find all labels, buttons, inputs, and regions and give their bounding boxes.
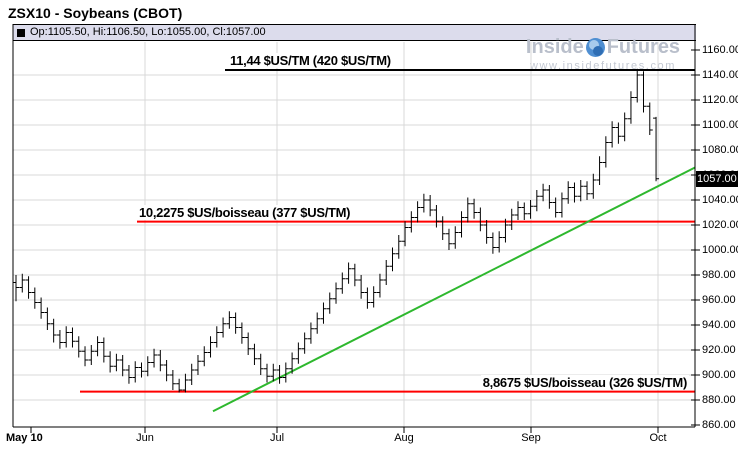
y-axis-label: 1160.00 <box>702 43 738 56</box>
annotation-support-mid-label: 10,2275 $US/boisseau (377 $US/TM) <box>137 205 353 220</box>
y-axis-label: 900.00 <box>702 368 736 381</box>
y-axis-label: 860.00 <box>702 418 736 431</box>
y-axis-label: 1100.00 <box>702 118 738 131</box>
watermark-brand-left: Inside <box>525 36 584 58</box>
y-axis-label: 920.00 <box>702 343 736 356</box>
x-axis-label: Jun <box>136 432 154 444</box>
trendline <box>212 166 696 413</box>
y-axis-label: 980.00 <box>702 268 736 281</box>
y-axis-label: 960.00 <box>702 293 736 306</box>
x-axis-label: Sep <box>521 432 541 444</box>
x-axis-label: Jul <box>269 432 285 444</box>
page-title: ZSX10 - Soybeans (CBOT) <box>8 5 183 21</box>
y-axis-label: 1040.00 <box>702 193 738 206</box>
globe-icon <box>585 38 605 57</box>
y-axis-label: 1140.00 <box>702 68 738 81</box>
x-axis-label-first: May 10 <box>6 432 43 444</box>
y-axis-label: 1120.00 <box>702 93 738 106</box>
y-axis-label: 1020.00 <box>702 218 738 231</box>
last-price-badge: 1057.00 <box>696 170 738 187</box>
annotation-resistance-label: 11,44 $US/TM (420 $US/TM) <box>228 53 393 68</box>
legend-square-icon <box>17 28 25 37</box>
watermark-brand-right: Futures <box>606 36 681 58</box>
y-axis-label: 1080.00 <box>702 143 738 156</box>
annotation-support-low-label: 8,8675 $US/boisseau (326 $US/TM) <box>480 375 689 390</box>
ohlc-values: Op:1105.50, Hi:1106.50, Lo:1055.00, Cl:1… <box>30 26 266 38</box>
y-axis-label: 940.00 <box>702 318 736 331</box>
ohlc-info-bar: Op:1105.50, Hi:1106.50, Lo:1055.00, Cl:1… <box>13 24 696 41</box>
y-axis-label: 880.00 <box>702 393 736 406</box>
watermark-brand: Inside Futures <box>498 36 708 59</box>
x-axis-label: Aug <box>394 432 414 444</box>
x-axis-label: Oct <box>649 432 667 444</box>
y-axis-label: 1000.00 <box>702 243 738 256</box>
